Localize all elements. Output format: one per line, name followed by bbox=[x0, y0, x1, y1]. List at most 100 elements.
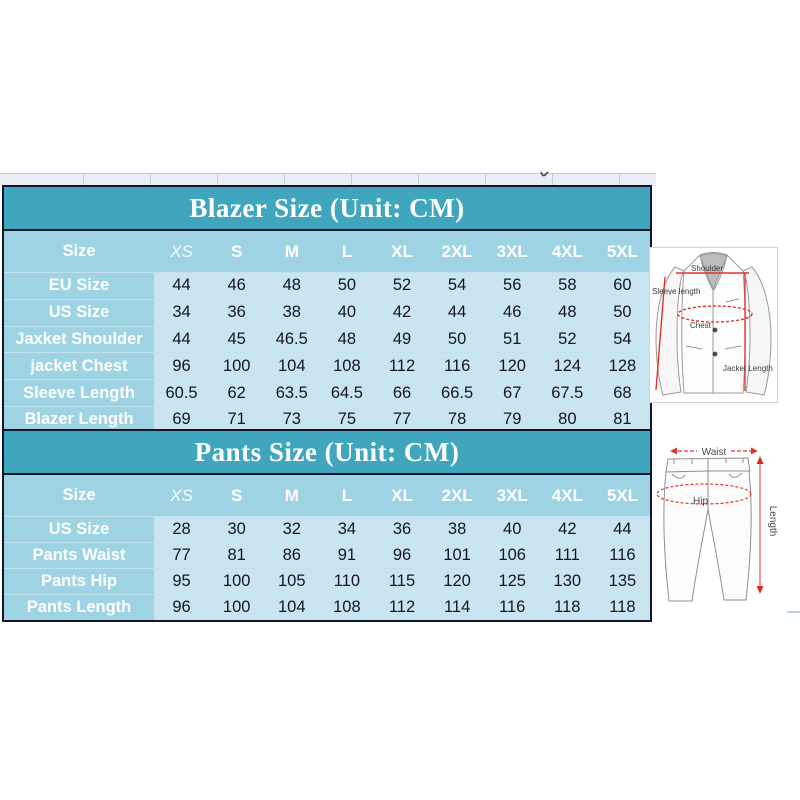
size-value-cell: 67 bbox=[484, 380, 540, 406]
spreadsheet-row-remnant bbox=[0, 173, 656, 186]
size-value-cell: 96 bbox=[154, 595, 210, 620]
size-value-cell: 96 bbox=[154, 353, 210, 380]
row-label: Pants Hip bbox=[40, 572, 118, 590]
row-label: jacket Chest bbox=[30, 356, 128, 375]
size-value-cell: 34 bbox=[319, 517, 375, 542]
size-value-cell: 71 bbox=[209, 406, 265, 433]
pants-diagram: Waist Hip Length bbox=[656, 447, 778, 602]
size-value-cell: 52 bbox=[539, 326, 595, 353]
spreadsheet-gridline-ticks bbox=[0, 174, 656, 186]
table-row: Jaxket Shoulder 44 45 46.5 48 49 50 51 52 54 bbox=[4, 325, 650, 353]
size-header-label: Size bbox=[62, 242, 96, 260]
blazer-diagram-box: Shoulder Sleeve length Chest Jacket Leng… bbox=[649, 247, 778, 403]
size-value-cell: 104 bbox=[264, 353, 320, 380]
size-value-cell: 36 bbox=[209, 299, 265, 326]
size-value-cell: 38 bbox=[264, 299, 320, 326]
size-value-cell: 114 bbox=[429, 595, 485, 620]
size-value-cell: 50 bbox=[429, 326, 485, 353]
size-value-cell: 66.5 bbox=[429, 380, 485, 406]
size-value-cell: 44 bbox=[429, 299, 485, 326]
size-value-cell: 108 bbox=[319, 595, 375, 620]
row-label: Sleeve Length bbox=[23, 383, 135, 402]
column-header-l: L bbox=[341, 241, 353, 261]
size-value-cell: 91 bbox=[319, 543, 375, 568]
row-label: Blazer Length bbox=[24, 410, 134, 429]
column-header-l: L bbox=[341, 485, 353, 505]
size-value-cell: 96 bbox=[374, 543, 430, 568]
size-value-cell: 54 bbox=[429, 273, 485, 299]
size-value-cell: 125 bbox=[484, 569, 540, 594]
sleeve-length-label: Sleeve length bbox=[652, 287, 700, 296]
row-label: Pants Length bbox=[26, 598, 132, 616]
size-value-cell: 115 bbox=[374, 569, 430, 594]
column-header-m: M bbox=[284, 241, 299, 261]
size-value-cell: 100 bbox=[209, 569, 265, 594]
size-value-cell: 120 bbox=[484, 353, 540, 380]
column-header-m: M bbox=[284, 485, 299, 505]
size-value-cell: 42 bbox=[374, 299, 430, 326]
column-header-s: S bbox=[230, 241, 243, 261]
size-value-cell: 100 bbox=[209, 353, 265, 380]
size-value-cell: 100 bbox=[209, 595, 265, 620]
size-value-cell: 81 bbox=[594, 406, 650, 433]
pants-diagram-box: Waist Hip Length bbox=[650, 441, 795, 613]
size-value-cell: 105 bbox=[264, 569, 320, 594]
size-value-cell: 49 bbox=[374, 326, 430, 353]
column-header-xs: XS bbox=[170, 485, 193, 505]
size-value-cell: 112 bbox=[374, 595, 430, 620]
table-row: Pants Length 96 100 104 108 112 114 116 118 118 bbox=[4, 594, 650, 620]
size-value-cell: 116 bbox=[594, 543, 650, 568]
column-header-s: S bbox=[230, 485, 243, 505]
size-value-cell: 66 bbox=[374, 380, 430, 406]
size-value-cell: 28 bbox=[154, 517, 210, 542]
size-value-cell: 110 bbox=[319, 569, 375, 594]
size-value-cell: 120 bbox=[429, 569, 485, 594]
column-header-3xl: 3XL bbox=[496, 241, 528, 261]
table-row: US Size 34 36 38 40 42 44 46 48 50 bbox=[4, 298, 650, 326]
spreadsheet-gridline-remnant bbox=[787, 611, 800, 613]
measurement-lines bbox=[656, 447, 764, 594]
size-value-cell: 77 bbox=[154, 543, 210, 568]
size-value-cell: 54 bbox=[594, 326, 650, 353]
size-value-cell: 30 bbox=[209, 517, 265, 542]
table-row: Sleeve Length 60.5 62 63.5 64.5 66 66.5 67 67.5 6… bbox=[4, 379, 650, 406]
size-value-cell: 62 bbox=[209, 380, 265, 406]
size-value-cell: 48 bbox=[539, 299, 595, 326]
measurement-lines bbox=[655, 272, 753, 391]
size-value-cell: 112 bbox=[374, 353, 430, 380]
blazer-size-table: Blazer Size (Unit: CM) Size XS S M L XL 2XL 3X… bbox=[2, 185, 652, 435]
size-value-cell: 40 bbox=[484, 517, 540, 542]
column-header-4xl: 4XL bbox=[551, 241, 583, 261]
size-value-cell: 86 bbox=[264, 543, 320, 568]
blazer-size-header-row: Size XS S M L XL 2XL 3XL 4XL 5XL bbox=[4, 231, 650, 272]
size-value-cell: 108 bbox=[319, 353, 375, 380]
pants-table-title: Pants Size (Unit: CM) bbox=[4, 431, 650, 475]
size-value-cell: 118 bbox=[594, 595, 650, 620]
blazer-diagram: Shoulder Sleeve length Chest Jacket Leng… bbox=[652, 252, 773, 396]
size-value-cell: 32 bbox=[264, 517, 320, 542]
row-label: Jaxket Shoulder bbox=[15, 329, 143, 348]
column-header-4xl: 4XL bbox=[551, 485, 583, 505]
shoulder-label: Shoulder bbox=[691, 264, 723, 273]
size-value-cell: 40 bbox=[319, 299, 375, 326]
row-label: US Size bbox=[48, 303, 110, 322]
size-value-cell: 48 bbox=[264, 273, 320, 299]
size-value-cell: 77 bbox=[374, 406, 430, 433]
size-value-cell: 60.5 bbox=[154, 380, 210, 406]
column-header-xl: XL bbox=[391, 241, 413, 261]
size-value-cell: 46 bbox=[484, 299, 540, 326]
column-header-3xl: 3XL bbox=[496, 485, 528, 505]
column-header-xl: XL bbox=[391, 485, 413, 505]
text-fragment-mark bbox=[540, 171, 549, 177]
size-value-cell: 46 bbox=[209, 273, 265, 299]
size-value-cell: 56 bbox=[484, 273, 540, 299]
size-value-cell: 116 bbox=[484, 595, 540, 620]
size-value-cell: 46.5 bbox=[264, 326, 320, 353]
row-label: US Size bbox=[48, 520, 110, 538]
length-label: Length bbox=[767, 506, 778, 537]
size-value-cell: 50 bbox=[319, 273, 375, 299]
table-row: US Size 28 30 32 34 36 38 40 42 44 bbox=[4, 516, 650, 542]
size-value-cell: 104 bbox=[264, 595, 320, 620]
size-value-cell: 80 bbox=[539, 406, 595, 433]
table-row: Blazer Length 69 71 73 75 77 78 79 80 81 bbox=[4, 405, 650, 433]
